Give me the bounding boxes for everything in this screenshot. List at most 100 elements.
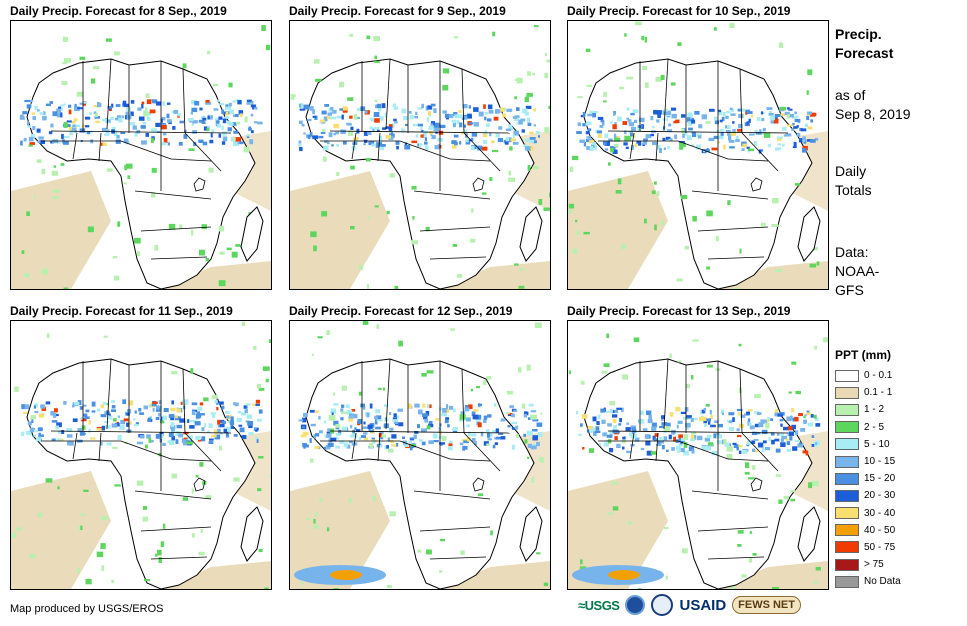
rain-cell bbox=[171, 435, 175, 441]
rain-cell bbox=[159, 432, 164, 436]
rain-cell bbox=[300, 434, 307, 438]
rain-cell bbox=[60, 163, 65, 166]
rain-cell bbox=[664, 108, 668, 112]
rain-cell bbox=[609, 408, 613, 413]
rain-cell bbox=[676, 424, 679, 429]
rain-cell bbox=[112, 256, 118, 259]
rain-cell bbox=[14, 386, 19, 392]
rain-cell bbox=[667, 146, 670, 149]
rain-cell bbox=[338, 429, 342, 435]
rain-cell bbox=[394, 285, 399, 289]
rain-cell bbox=[198, 139, 204, 142]
rain-cell bbox=[460, 131, 466, 135]
rain-cell bbox=[424, 141, 428, 145]
rain-cell bbox=[577, 122, 581, 127]
rain-cell bbox=[88, 429, 91, 433]
rain-cell bbox=[810, 112, 816, 117]
rain-cell bbox=[666, 115, 671, 118]
rain-cell bbox=[250, 113, 254, 117]
rain-cell bbox=[721, 116, 725, 121]
rain-cell bbox=[388, 126, 393, 131]
rain-cell bbox=[171, 473, 177, 479]
rain-cell bbox=[514, 78, 518, 81]
rain-cell bbox=[50, 123, 54, 128]
rain-cell bbox=[373, 112, 380, 117]
rain-cell bbox=[762, 419, 768, 423]
rain-cell bbox=[133, 418, 136, 421]
rain-cell bbox=[20, 114, 24, 117]
rain-cell bbox=[659, 148, 662, 153]
rain-cell bbox=[360, 435, 366, 438]
rain-cell bbox=[191, 402, 198, 406]
rain-cell bbox=[91, 401, 96, 407]
rain-cell bbox=[134, 237, 141, 244]
rain-cell bbox=[433, 108, 437, 114]
rain-cell bbox=[341, 426, 348, 432]
lake-outline bbox=[472, 477, 485, 492]
rain-cell bbox=[618, 423, 622, 426]
rain-cell bbox=[351, 409, 356, 412]
rain-cell bbox=[255, 437, 259, 440]
rain-cell bbox=[467, 113, 472, 117]
rain-cell bbox=[205, 101, 212, 105]
rain-cell bbox=[376, 129, 380, 132]
rain-cell bbox=[118, 117, 123, 123]
rain-cell bbox=[335, 424, 340, 428]
rain-cell bbox=[239, 141, 244, 145]
rain-cell bbox=[387, 437, 391, 442]
rain-cell bbox=[524, 96, 529, 103]
rain-cell bbox=[230, 416, 234, 421]
rain-cell bbox=[234, 114, 239, 117]
rain-cell bbox=[340, 129, 346, 135]
rain-cell bbox=[613, 143, 619, 147]
rain-cell bbox=[57, 107, 61, 111]
rain-cell bbox=[360, 403, 365, 408]
rain-cell bbox=[102, 402, 107, 405]
rain-cell bbox=[160, 433, 164, 438]
rain-cell bbox=[130, 111, 134, 117]
rain-cell bbox=[230, 136, 235, 142]
rain-cell bbox=[795, 183, 800, 186]
rain-cell bbox=[495, 109, 500, 114]
country-border bbox=[399, 140, 451, 160]
rain-cell bbox=[631, 427, 636, 432]
rain-cell bbox=[549, 192, 550, 198]
rain-cell bbox=[758, 422, 764, 428]
rain-cell bbox=[193, 141, 197, 147]
rain-cell bbox=[486, 432, 491, 438]
rain-cell bbox=[750, 440, 756, 444]
rain-cell bbox=[156, 101, 162, 106]
rain-cell bbox=[219, 424, 225, 428]
rain-cell bbox=[163, 523, 166, 529]
rain-cell bbox=[393, 118, 397, 122]
country-border bbox=[419, 526, 491, 532]
rain-cell bbox=[639, 117, 645, 123]
rain-cell bbox=[150, 192, 156, 198]
rain-cell bbox=[746, 121, 749, 126]
rain-cell bbox=[202, 141, 208, 146]
country-border bbox=[607, 430, 789, 434]
rain-cell bbox=[350, 165, 355, 170]
rain-cell bbox=[346, 122, 352, 126]
rain-cell bbox=[654, 224, 657, 231]
rain-cell bbox=[613, 137, 621, 142]
totals-note: Daily Totals bbox=[835, 162, 872, 200]
rain-cell bbox=[363, 421, 366, 425]
country-border bbox=[98, 132, 102, 162]
rain-cell bbox=[168, 414, 175, 418]
rain-cell bbox=[243, 146, 250, 153]
rain-cell bbox=[589, 110, 594, 114]
rain-cell bbox=[438, 130, 444, 135]
rain-cell bbox=[620, 244, 627, 249]
rain-cell bbox=[534, 322, 542, 329]
rain-cell bbox=[94, 116, 101, 119]
rain-cell bbox=[580, 114, 585, 118]
dry-zone bbox=[718, 261, 828, 289]
rain-cell bbox=[516, 77, 523, 84]
rain-cell bbox=[519, 268, 525, 271]
rain-cell bbox=[691, 375, 694, 380]
rain-cell bbox=[505, 142, 509, 145]
rain-cell bbox=[696, 133, 702, 137]
rain-cell bbox=[456, 274, 463, 278]
legend-label: > 75 bbox=[864, 559, 884, 571]
